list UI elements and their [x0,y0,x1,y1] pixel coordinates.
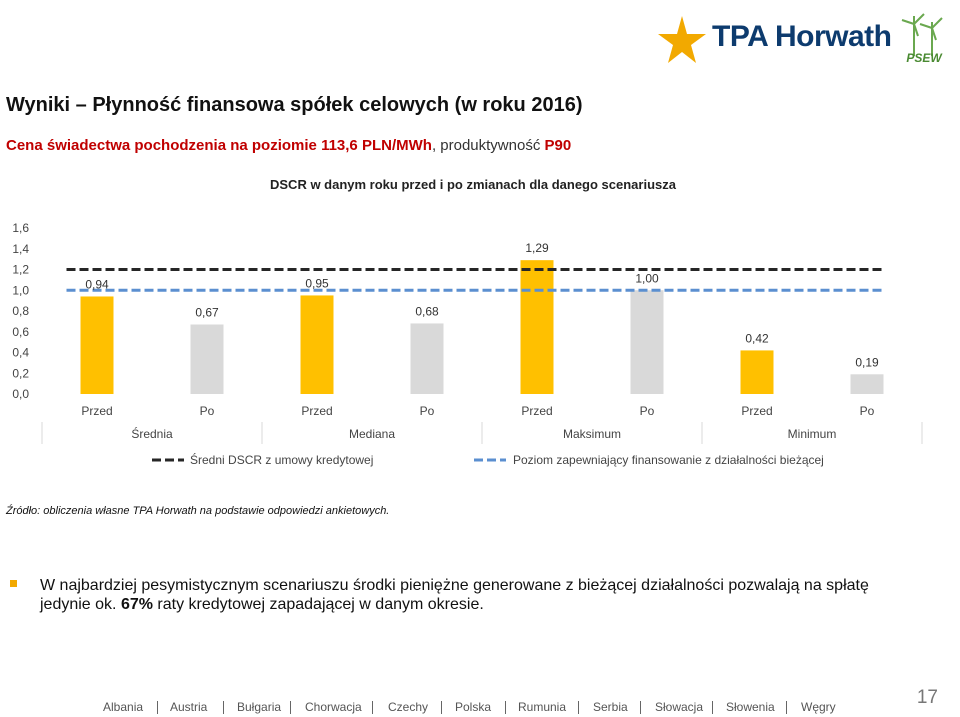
subtitle-price: Cena świadectwa pochodzenia na poziomie … [6,137,432,154]
dscr-chart: DSCR w danym roku przed i po zmianach dl… [12,177,923,467]
x-category-label: Przed [301,404,332,418]
y-tick-label: 1,2 [12,263,29,277]
bars [80,260,884,394]
bar [410,323,444,394]
reference-lines [66,268,884,292]
bar-data-label: 0,42 [745,331,769,345]
x-category-label: Po [860,404,875,418]
footer-separator [786,701,787,714]
x-category-label: Przed [741,404,772,418]
footer-separator [712,701,713,714]
x-group-label: Maksimum [563,427,621,441]
psew-badge: PSEW [906,51,943,65]
bullet-text: W najbardziej pesymistycznym scenariuszu… [40,576,900,614]
bar [300,295,334,394]
bar [190,324,224,394]
x-category-label: Po [640,404,655,418]
x-group-label: Minimum [788,427,837,441]
bullet-text-part1: W najbardziej pesymistycznym scenariuszu… [40,577,869,613]
source-note: Źródło: obliczenia własne TPA Horwath na… [6,505,390,517]
x-group-label: Mediana [349,427,395,441]
footer-separator [290,701,291,714]
y-axis: 0,0 0,2 0,4 0,6 0,8 1,0 1,2 1,4 1,6 [12,221,29,401]
footer-country-link[interactable]: Rumunia [518,700,567,714]
x-category-labels: Przed Po Przed Po Przed Po Przed Po [81,404,874,418]
x-category-label: Przed [81,404,112,418]
x-category-label: Przed [521,404,552,418]
footer-separator [372,701,373,714]
bar [80,296,114,394]
y-tick-label: 1,0 [12,283,29,297]
chart-title: DSCR w danym roku przed i po zmianach dl… [270,177,677,192]
slide-subtitle: Cena świadectwa pochodzenia na poziomie … [6,137,571,154]
subtitle-connector: , produktywność [431,137,545,154]
footer-separator [578,701,579,714]
y-tick-label: 0,6 [12,325,29,339]
bar-data-label: 1,29 [525,241,549,255]
bar-data-label: 0,94 [85,277,109,291]
footer-country-link[interactable]: Węgry [801,700,836,714]
y-tick-label: 0,4 [12,346,29,360]
y-tick-label: 0,0 [12,387,29,401]
y-tick-label: 1,6 [12,221,29,235]
footer-separator [157,701,158,714]
footer-country-nav: Albania Austria Bułgaria Chorwacja Czechy Pol… [0,700,880,716]
bar-data-label: 0,67 [195,305,219,319]
footer-country-link[interactable]: Polska [455,700,492,714]
bar [520,260,554,394]
bar-data-label: 0,19 [855,355,879,369]
page-number: 17 [916,687,938,708]
bar-data-label: 0,95 [305,276,329,290]
footer-country-link[interactable]: Słowacja [655,700,704,714]
footer-separator [505,701,506,714]
bar [850,374,884,394]
y-tick-label: 0,2 [12,366,29,380]
legend-label: Poziom zapewniający finansowanie z dział… [513,453,824,467]
subtitle-p90: P90 [544,137,572,154]
footer-country-link[interactable]: Słowenia [726,700,775,714]
logo-text: TPA Horwath [712,20,892,53]
footer-country-link[interactable]: Albania [103,700,144,714]
footer-separator [640,701,641,714]
bullet-bold-value: 67% [120,596,153,613]
chart-legend: Średni DSCR z umowy kredytowej Poziom zap… [152,452,824,467]
footer-country-link[interactable]: Czechy [388,700,429,714]
logo: TPA Horwath PSEW [654,6,954,70]
y-tick-label: 1,4 [12,242,29,256]
x-category-label: Po [200,404,215,418]
y-tick-label: 0,8 [12,304,29,318]
slide-title: Wyniki – Płynność finansowa spółek celow… [6,94,583,116]
bar-data-labels: 0,94 0,67 0,95 0,68 1,29 1,00 0,42 0,19 [85,241,879,369]
bar [630,290,664,394]
x-category-label: Po [420,404,435,418]
bar-data-label: 1,00 [635,271,659,285]
bar-data-label: 0,68 [415,304,439,318]
footer-country-link[interactable]: Chorwacja [305,700,362,714]
footer-country-link[interactable]: Bułgaria [237,700,282,714]
bullet-square-icon [10,580,17,587]
x-group-labels: Średnia Mediana Maksimum Minimum [41,422,923,444]
footer-country-link[interactable]: Serbia [593,700,628,714]
x-group-label: Średnia [131,426,173,441]
legend-label: Średni DSCR z umowy kredytowej [190,452,373,467]
logo-star-icon [658,16,706,63]
footer-separator [223,701,224,714]
footer-country-link[interactable]: Austria [170,700,208,714]
bar [740,350,774,394]
footer-separator [441,701,442,714]
psew-wind-icon: PSEW [894,6,954,66]
bullet-text-part2: raty kredytowej zapadającej w danym okre… [152,596,484,613]
